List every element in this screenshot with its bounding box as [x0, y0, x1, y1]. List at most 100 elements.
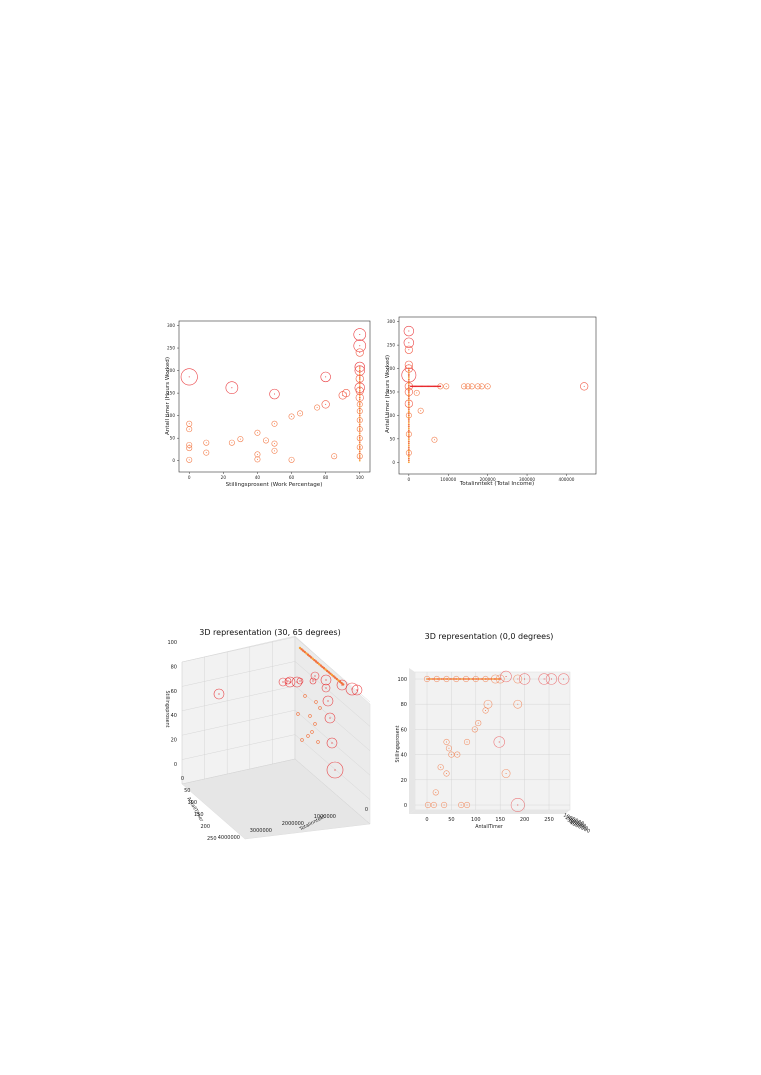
data-point-small [407, 453, 410, 456]
data-point-small [472, 678, 475, 680]
data-point [324, 712, 336, 724]
data-point [228, 439, 235, 446]
data-point-center [274, 393, 275, 395]
data-point-small [338, 680, 342, 683]
grid-line [181, 758, 296, 785]
data-point-small [407, 416, 410, 419]
data-point-small [358, 459, 361, 462]
data-point-small [428, 385, 431, 388]
data-point-center [408, 342, 410, 344]
data-point-center [460, 804, 462, 806]
data-point-small [358, 431, 361, 433]
data-point-small [407, 388, 410, 391]
data-point [423, 675, 431, 683]
data-point-small [310, 656, 313, 659]
data-point [404, 345, 413, 354]
x-tick-label: 0 [408, 477, 411, 482]
data-point-center [466, 804, 468, 806]
timer-tick-label: 0 [181, 776, 184, 782]
data-point [475, 720, 482, 727]
data-point-center [333, 455, 335, 457]
data-point-center [456, 754, 458, 756]
data-point-small [358, 400, 361, 403]
data-point-center [231, 442, 233, 444]
data-point-small [483, 678, 485, 680]
data-point-small [407, 384, 410, 387]
data-point-center [426, 678, 428, 680]
data-point [288, 413, 295, 420]
y-tick-label: 250 [167, 346, 175, 351]
data-point-center [446, 678, 448, 680]
data-point-small [407, 401, 410, 404]
data-point-center [188, 423, 190, 425]
inntekt-tick-label: 4000000 [218, 835, 240, 841]
side-pane [409, 668, 415, 814]
data-point-small [316, 661, 319, 665]
data-point-center [408, 349, 410, 351]
data-point-small [407, 429, 410, 432]
data-point [403, 325, 415, 337]
data-point-small [358, 409, 361, 412]
data-point-small [311, 657, 314, 660]
data-point [463, 738, 471, 746]
data-point-center [450, 754, 452, 756]
data-point-small [305, 652, 308, 655]
grid-line [294, 661, 371, 727]
data-point [424, 801, 432, 809]
data-point-small [313, 658, 316, 662]
grid-line [181, 636, 296, 663]
data-point-center [325, 687, 327, 689]
data-point-center [448, 747, 450, 749]
data-point-center [427, 804, 429, 806]
y-tick-label: 300 [167, 323, 175, 328]
data-point-small [358, 402, 361, 404]
data-point [353, 339, 367, 353]
data-point-small [439, 385, 442, 388]
data-point-small [358, 404, 361, 406]
data-point-small [358, 398, 361, 401]
back-pane [414, 671, 571, 811]
data-point-small [358, 393, 361, 395]
data-point-center [299, 680, 301, 682]
x-tick-label: 0 [425, 817, 428, 823]
data-point [513, 699, 523, 709]
z-tick-label: 60 [401, 727, 407, 733]
data-point-center [446, 773, 448, 774]
data-point-small [407, 405, 410, 407]
grid-line [181, 661, 296, 687]
data-point [463, 801, 471, 809]
y-tick-label: 250 [387, 343, 395, 348]
data-point-small [417, 385, 419, 388]
data-point-small [358, 458, 361, 460]
data-point [472, 675, 479, 683]
data-point-small [430, 678, 433, 680]
data-point-small [358, 386, 361, 388]
data-point-small [407, 382, 410, 385]
data-point [180, 368, 198, 386]
data-point-small [358, 378, 361, 381]
data-point [254, 429, 261, 436]
data-point-small [358, 436, 361, 439]
x-tick-label: 200 [520, 817, 530, 823]
data-point-center [466, 741, 468, 743]
data-point-small [407, 438, 410, 441]
data-point-small [407, 422, 410, 424]
data-point-small [440, 678, 443, 680]
data-point-center [494, 678, 496, 680]
data-point-small [407, 442, 410, 445]
data-point-small [412, 385, 414, 388]
data-point-small [318, 706, 322, 710]
data-point-small [310, 730, 314, 734]
data-point-small [302, 649, 305, 652]
data-point-small [407, 375, 410, 377]
data-point-small [358, 454, 361, 457]
data-point-small [358, 387, 361, 390]
data-point-small [414, 385, 417, 388]
data-point-small [407, 373, 410, 376]
data-point-small [407, 369, 410, 372]
data-point [345, 682, 359, 696]
data-point-small [358, 413, 361, 415]
y-tick-label: 150 [167, 391, 175, 396]
timer-tick-label: 150 [194, 812, 204, 818]
data-point-small [496, 678, 499, 680]
